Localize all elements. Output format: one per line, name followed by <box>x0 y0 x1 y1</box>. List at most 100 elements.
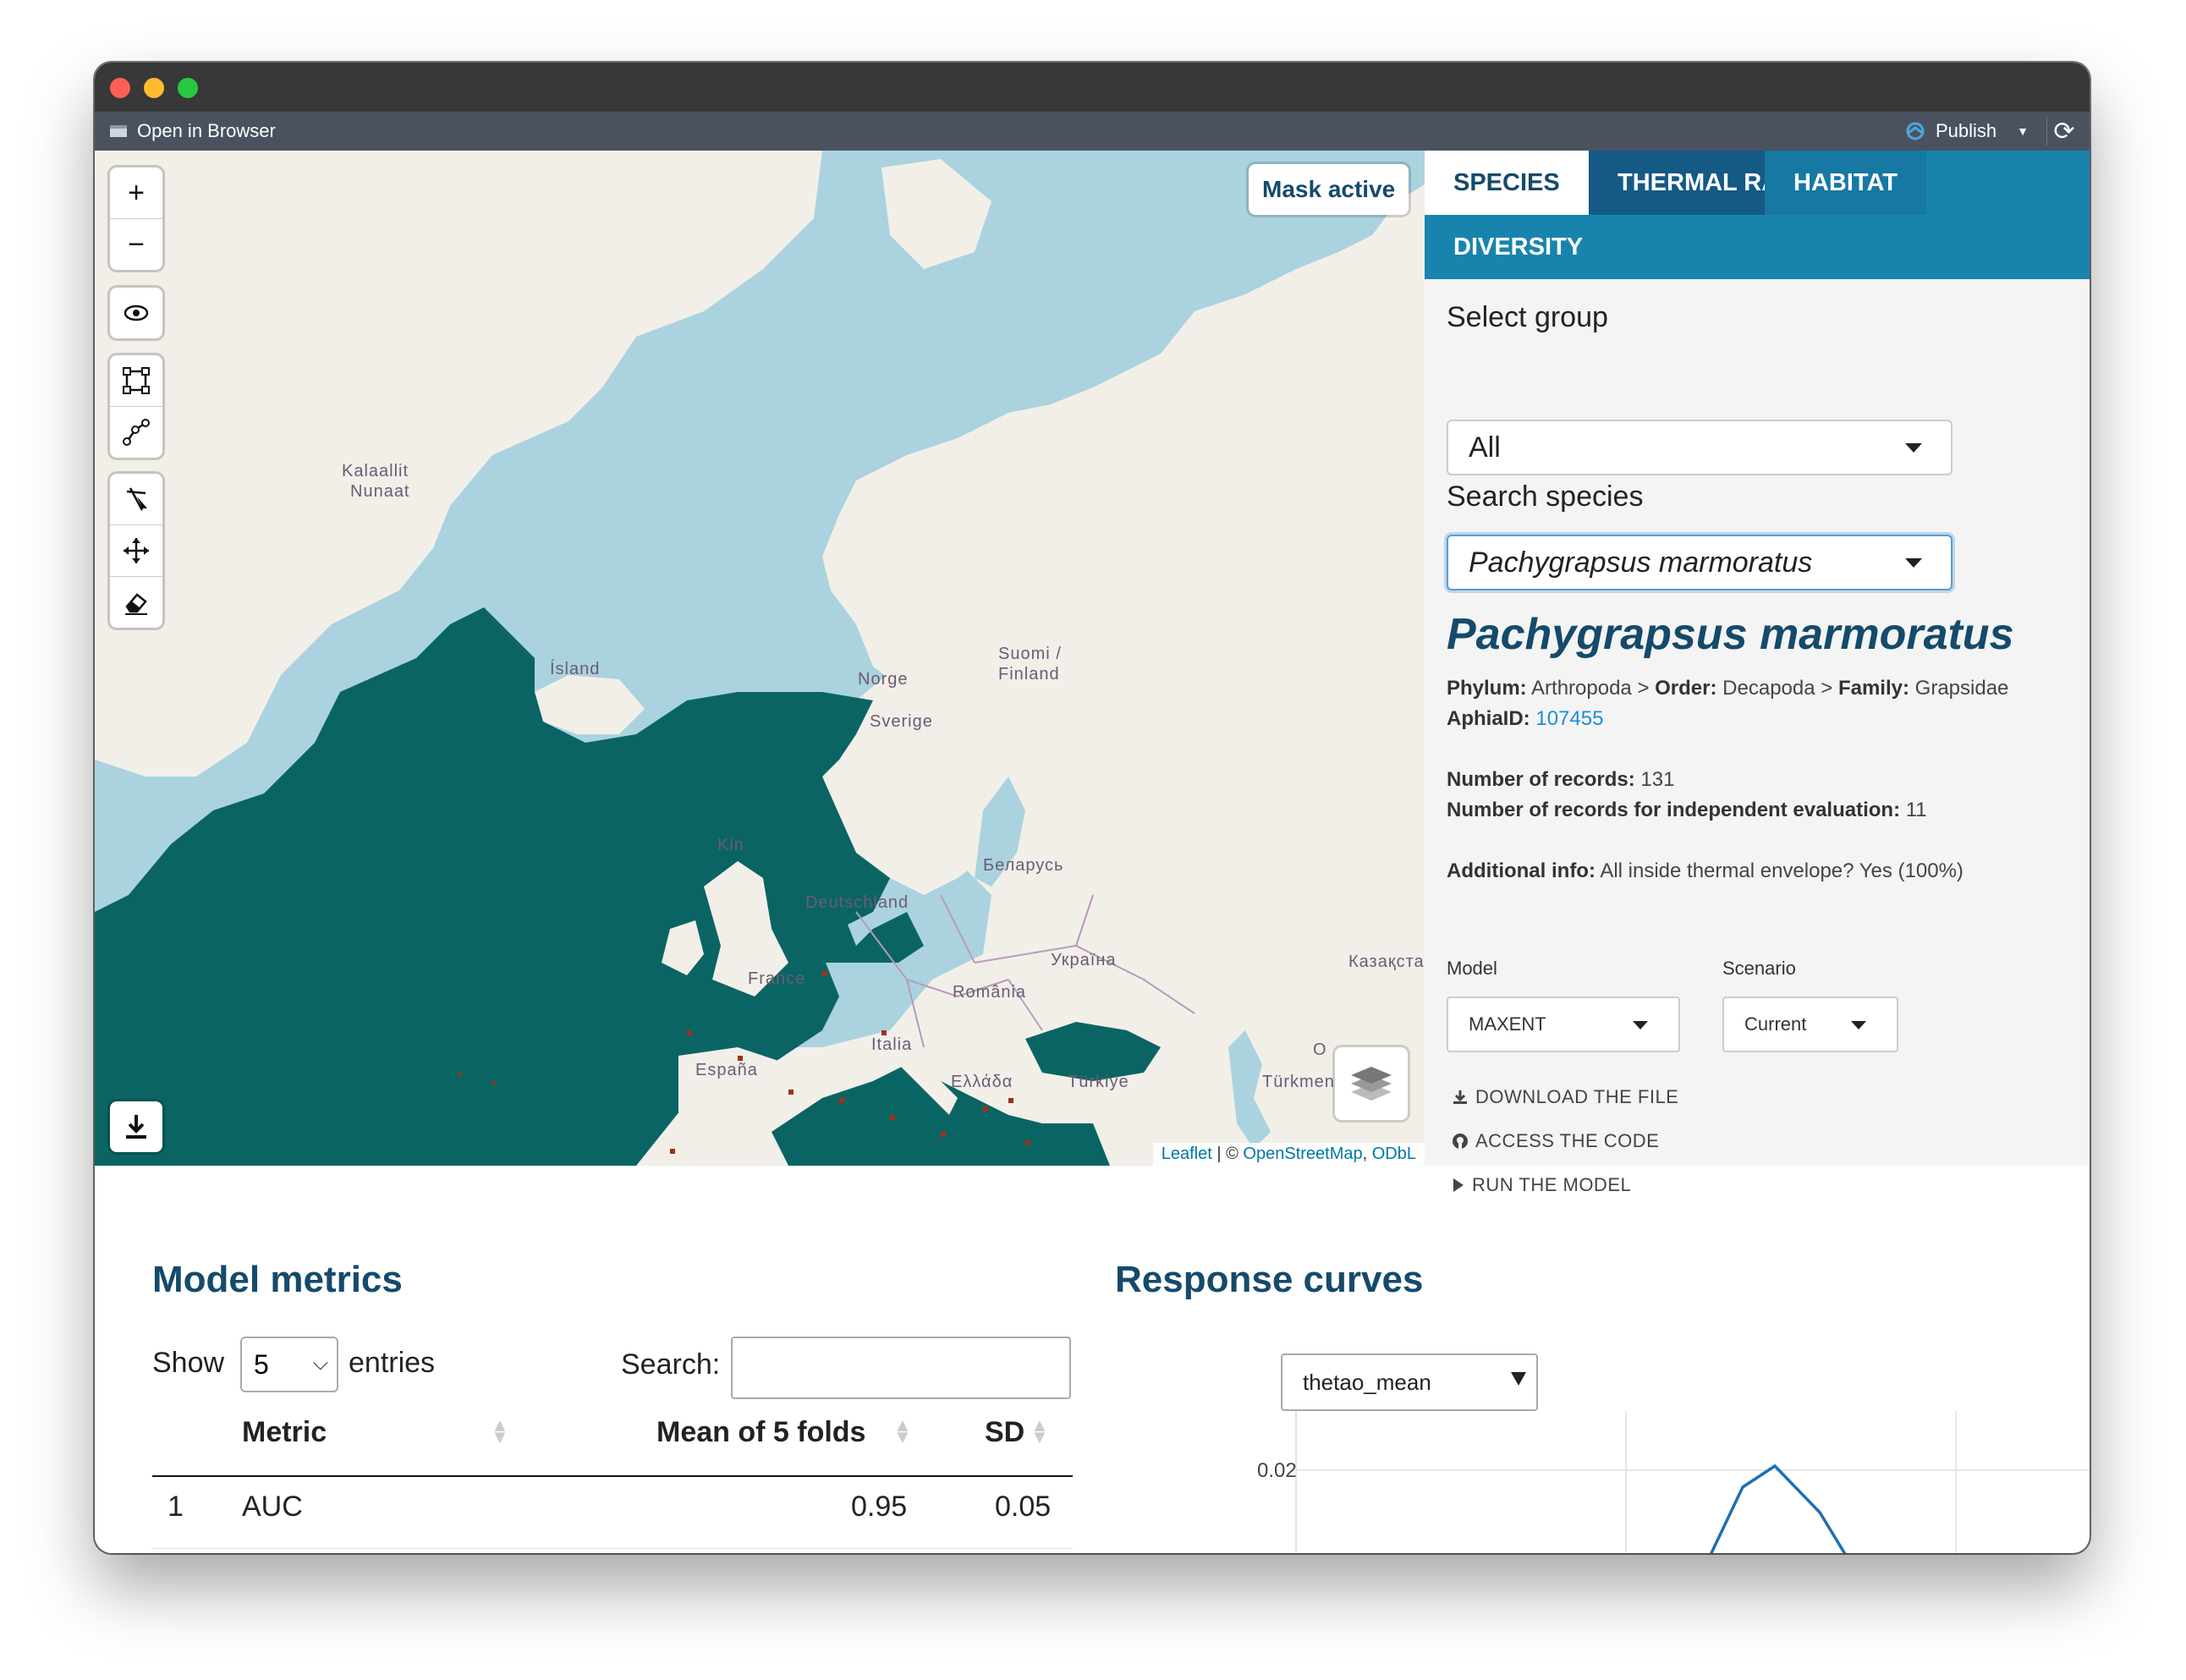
map-label-france: France <box>748 969 806 988</box>
map-label-finland: Finland <box>998 665 1060 684</box>
sort-icon[interactable]: ▲ ▼ <box>893 1414 912 1447</box>
draw-rectangle-icon[interactable] <box>110 355 162 407</box>
additional-info-key: Additional info: <box>1447 859 1596 882</box>
tab-species[interactable]: SPECIES <box>1425 151 1589 215</box>
tab-diversity[interactable]: DIVERSITY <box>1453 233 1584 261</box>
open-browser-icon <box>110 125 127 137</box>
run-model-label: RUN THE MODEL <box>1472 1174 1632 1195</box>
layers-icon[interactable] <box>1335 1047 1408 1120</box>
map[interactable]: Kalaallit Nunaat Ísland Suomi / Finland … <box>95 151 1425 1166</box>
map-label-sverige: Sverige <box>870 712 933 731</box>
model-select[interactable]: MAXENT <box>1447 996 1680 1052</box>
publish-icon <box>1906 122 1925 140</box>
phylum-value: Arthropoda <box>1531 677 1632 700</box>
open-in-browser-button[interactable]: Open in Browser <box>108 120 276 142</box>
access-code-label: ACCESS THE CODE <box>1475 1130 1660 1151</box>
download-file-button[interactable]: DOWNLOAD THE FILE <box>1452 1086 1678 1108</box>
search-label: Search: <box>621 1348 721 1381</box>
show-label: Show <box>152 1347 225 1379</box>
move-icon[interactable] <box>110 525 162 577</box>
sort-icon[interactable]: ▲ ▼ <box>491 1414 509 1447</box>
map-label-turkmenistan: Türkmen <box>1262 1073 1335 1091</box>
response-curve-chart: 0.02 <box>1257 1411 2090 1553</box>
odbl-link[interactable]: ODbL <box>1371 1145 1416 1163</box>
edit-control <box>110 474 162 628</box>
column-header-metric[interactable]: Metric <box>242 1416 327 1448</box>
aphia-link[interactable]: 107455 <box>1535 707 1604 730</box>
edit-vertices-icon[interactable] <box>110 474 162 525</box>
chart-grid <box>1295 1411 2090 1553</box>
map-label-romania: România <box>953 983 1027 1002</box>
viewer-toolbar: Open in Browser Publish ▼ ⟳ <box>95 112 2090 152</box>
refresh-icon[interactable]: ⟳ <box>2046 117 2081 145</box>
column-header-mean[interactable]: Mean of 5 folds <box>656 1416 866 1448</box>
variable-select[interactable]: thetao_mean <box>1281 1353 1538 1411</box>
side-panel: SPECIES THERMAL RANGE HABITAT DIVERSITY … <box>1425 151 2090 1195</box>
draw-polyline-icon[interactable] <box>110 407 162 458</box>
entries-length-select[interactable]: 5 ⌵ <box>240 1337 338 1392</box>
minimize-window-button[interactable] <box>144 78 164 98</box>
map-label-belarus: Беларусь <box>983 856 1064 875</box>
caret-down-icon <box>1633 1021 1648 1029</box>
model-select-value: MAXENT <box>1469 1013 1546 1035</box>
tab-bar: SPECIES THERMAL RANGE HABITAT DIVERSITY <box>1425 151 2090 279</box>
sort-icon[interactable]: ▲ ▼ <box>1030 1414 1049 1447</box>
map-label-island: Ísland <box>550 660 601 678</box>
play-icon <box>1453 1178 1464 1192</box>
chevron-down-icon: ▼ <box>2017 124 2029 138</box>
table-search-input[interactable] <box>731 1337 1071 1399</box>
scenario-label: Scenario <box>1722 958 1796 979</box>
map-label-elladha: Ελλάδα <box>951 1073 1013 1091</box>
zoom-out-button[interactable]: − <box>128 228 145 261</box>
species-select[interactable]: Pachygrapsus marmoratus <box>1447 535 1953 590</box>
table-row-divider <box>152 1548 1073 1549</box>
map-label-espana: España <box>695 1061 758 1079</box>
access-code-button[interactable]: ACCESS THE CODE <box>1452 1130 1659 1152</box>
leaflet-link[interactable]: Leaflet <box>1161 1145 1212 1163</box>
publish-button[interactable]: Publish ▼ <box>1903 120 2029 142</box>
aphia-line: AphiaID: 107455 <box>1447 707 1603 731</box>
species-select-value: Pachygrapsus marmoratus <box>1469 546 1813 579</box>
zoom-in-button[interactable]: + <box>110 167 162 219</box>
map-label-uk: Kin <box>717 836 744 854</box>
osm-link[interactable]: OpenStreetMap <box>1243 1145 1363 1163</box>
map-basemap <box>95 151 1425 1166</box>
attribution-separator: | © <box>1211 1145 1244 1163</box>
row-index: 1 <box>168 1491 184 1523</box>
zoom-control: + − <box>110 167 162 270</box>
map-label-turkiye: Türkiye <box>1068 1073 1129 1091</box>
column-header-sd[interactable]: SD <box>985 1416 1025 1448</box>
order-key: Order: <box>1655 677 1717 700</box>
download-control <box>110 1101 162 1152</box>
additional-info-line: Additional info: All inside thermal enve… <box>1447 859 1964 883</box>
maximize-window-button[interactable] <box>178 78 198 98</box>
scenario-select[interactable]: Current <box>1722 996 1898 1052</box>
download-icon <box>1453 1090 1467 1104</box>
variable-select-value: thetao_mean <box>1303 1369 1431 1395</box>
independent-records-line: Number of records for independent evalua… <box>1447 799 1927 822</box>
eye-icon[interactable] <box>110 288 162 338</box>
map-label-suomi: Suomi / <box>998 645 1062 663</box>
map-label-kalaallit: Kalaallit <box>342 462 409 480</box>
model-label: Model <box>1447 958 1497 979</box>
app-window: Open in Browser Publish ▼ ⟳ <box>95 63 2090 1553</box>
tab-habitat[interactable]: HABITAT <box>1765 151 1926 215</box>
mask-active-button[interactable]: Mask active <box>1249 164 1409 215</box>
response-curves-heading: Response curves <box>1115 1259 1424 1300</box>
visibility-control <box>110 288 162 338</box>
caret-down-icon <box>1905 558 1922 568</box>
response-curve-line <box>1710 1463 1847 1553</box>
map-label-ukraina: Україна <box>1051 951 1117 969</box>
scenario-select-value: Current <box>1744 1013 1807 1035</box>
group-select[interactable]: All <box>1447 420 1953 475</box>
close-window-button[interactable] <box>110 78 130 98</box>
group-select-value: All <box>1469 431 1501 464</box>
search-species-label: Search species <box>1447 480 1644 513</box>
records-line: Number of records: 131 <box>1447 768 1674 792</box>
caret-down-icon <box>1905 443 1922 453</box>
run-model-button[interactable]: RUN THE MODEL <box>1452 1174 1631 1196</box>
map-label-italia: Italia <box>871 1035 913 1054</box>
eraser-icon[interactable] <box>110 577 162 628</box>
records-key: Number of records: <box>1447 768 1635 791</box>
download-icon[interactable] <box>110 1101 162 1152</box>
